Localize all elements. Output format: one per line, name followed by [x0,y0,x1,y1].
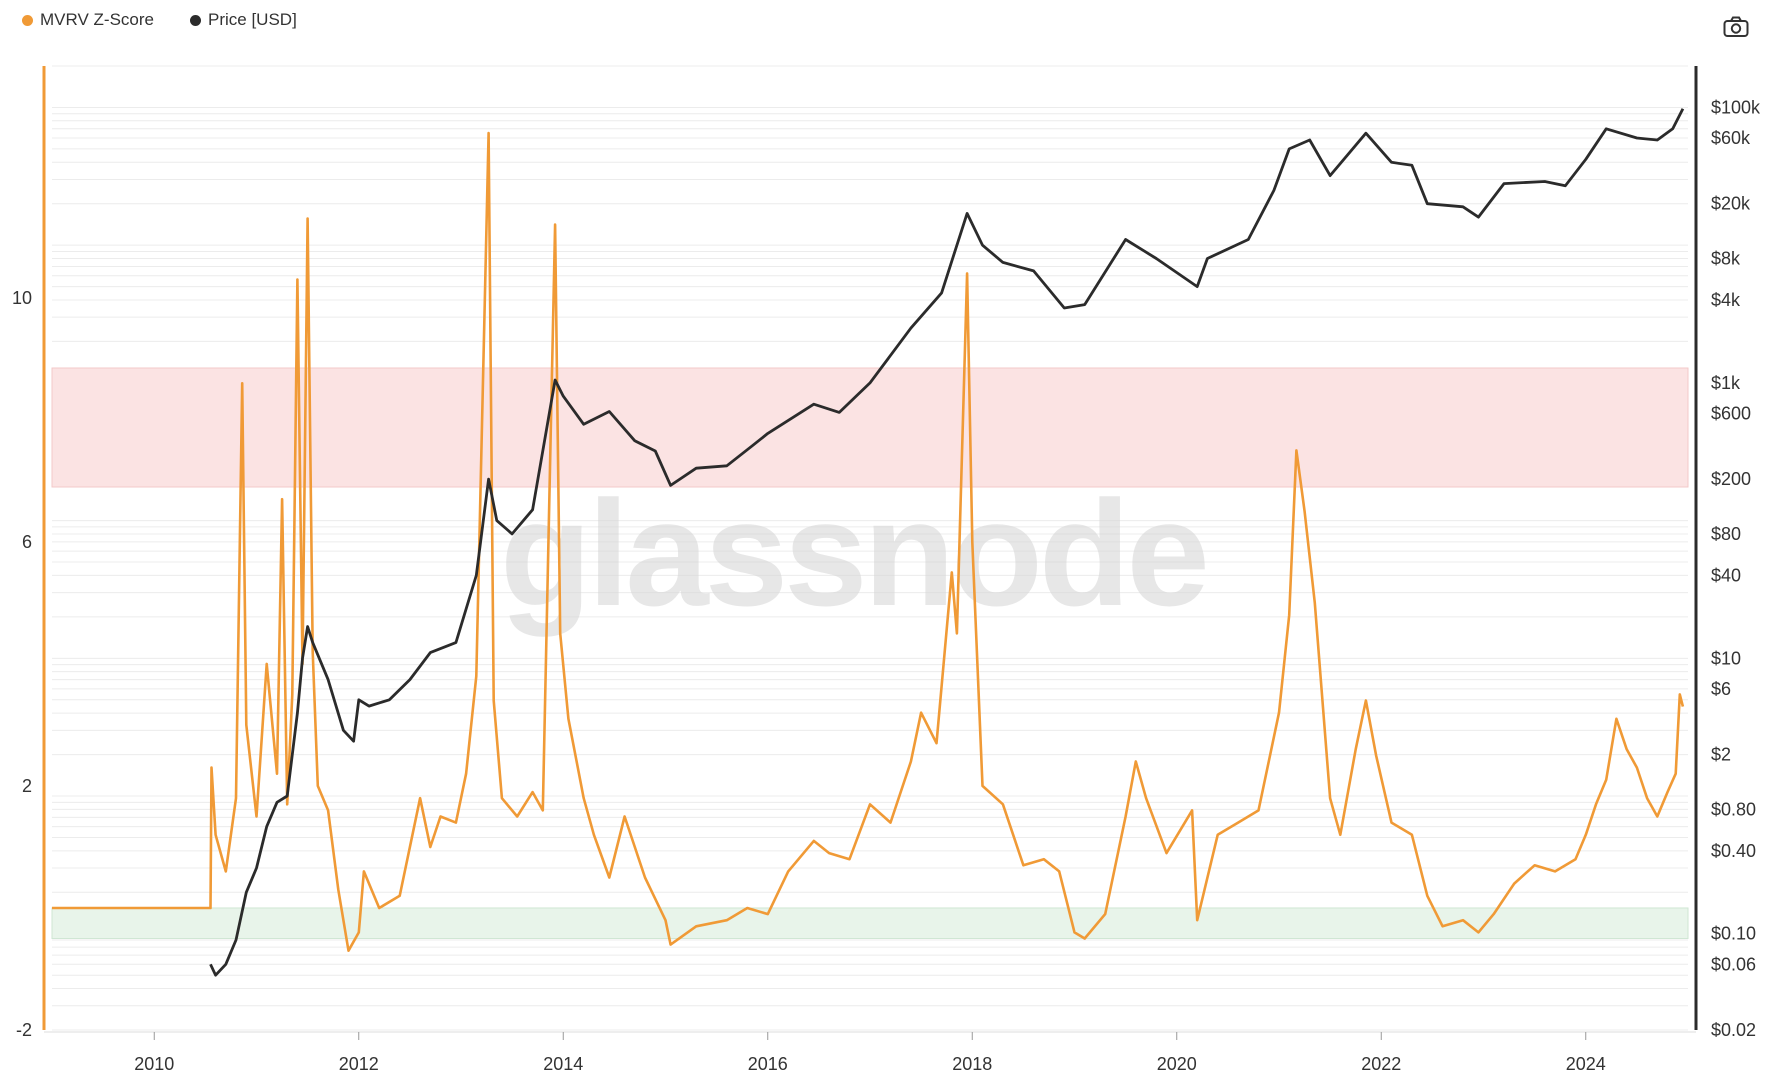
zone-bands [51,367,1689,939]
legend-label-mvrv: MVRV Z-Score [40,10,154,29]
x-tick-label: 2012 [339,1054,379,1074]
data-series [52,108,1685,977]
price-usd-line [209,108,1685,977]
left-tick-label: 10 [12,288,32,308]
camera-icon[interactable] [1723,16,1749,38]
x-axis-ticks: 2010 2012 2014 2016 2018 2020 2022 2024 [134,1032,1606,1074]
legend-item-mvrv[interactable]: MVRV Z-Score [22,10,154,30]
left-tick-label: 2 [22,776,32,796]
right-tick-label: $0.80 [1711,799,1756,819]
right-tick-label: $600 [1711,403,1751,423]
right-tick-label: $0.10 [1711,924,1756,944]
right-tick-label: $0.02 [1711,1020,1756,1040]
green-zone-band [51,907,1689,939]
right-tick-label: $20k [1711,194,1751,214]
right-tick-label: $2 [1711,745,1731,765]
right-tick-label: $6 [1711,679,1731,699]
mvrv-legend-dot [22,14,33,26]
right-tick-label: $40 [1711,565,1741,585]
right-tick-label: $0.40 [1711,841,1756,861]
left-axis-ticks: 10 6 2 -2 [12,288,32,1040]
x-tick-label: 2022 [1361,1054,1401,1074]
x-tick-label: 2016 [748,1054,788,1074]
right-tick-label: $200 [1711,469,1751,489]
right-tick-label: $100k [1711,97,1761,117]
legend-item-price[interactable]: Price [USD] [190,10,297,30]
red-zone-band [51,367,1689,488]
right-tick-label: $80 [1711,524,1741,544]
x-tick-label: 2018 [952,1054,992,1074]
left-tick-label: 6 [22,532,32,552]
x-tick-label: 2010 [134,1054,174,1074]
right-tick-label: $4k [1711,290,1741,310]
right-axis-ticks: $100k $60k $20k $8k $4k $1k $600 $200 $80 $40 $10 $… [1711,97,1761,1040]
legend-label-price: Price [USD] [208,10,297,29]
mvrv-z-score-line [52,131,1685,952]
x-tick-label: 2024 [1566,1054,1606,1074]
x-tick-label: 2020 [1157,1054,1197,1074]
glassnode-watermark: glassnode [500,469,1206,637]
right-tick-label: $0.06 [1711,954,1756,974]
chart-legend: MVRV Z-Score Price [USD] [22,10,297,30]
price-legend-dot [190,14,201,26]
right-tick-label: $1k [1711,373,1741,393]
right-tick-label: $60k [1711,128,1751,148]
x-tick-label: 2014 [543,1054,583,1074]
right-tick-label: $10 [1711,648,1741,668]
right-tick-label: $8k [1711,249,1741,269]
left-tick-label: -2 [16,1020,32,1040]
axes [42,66,1698,1033]
